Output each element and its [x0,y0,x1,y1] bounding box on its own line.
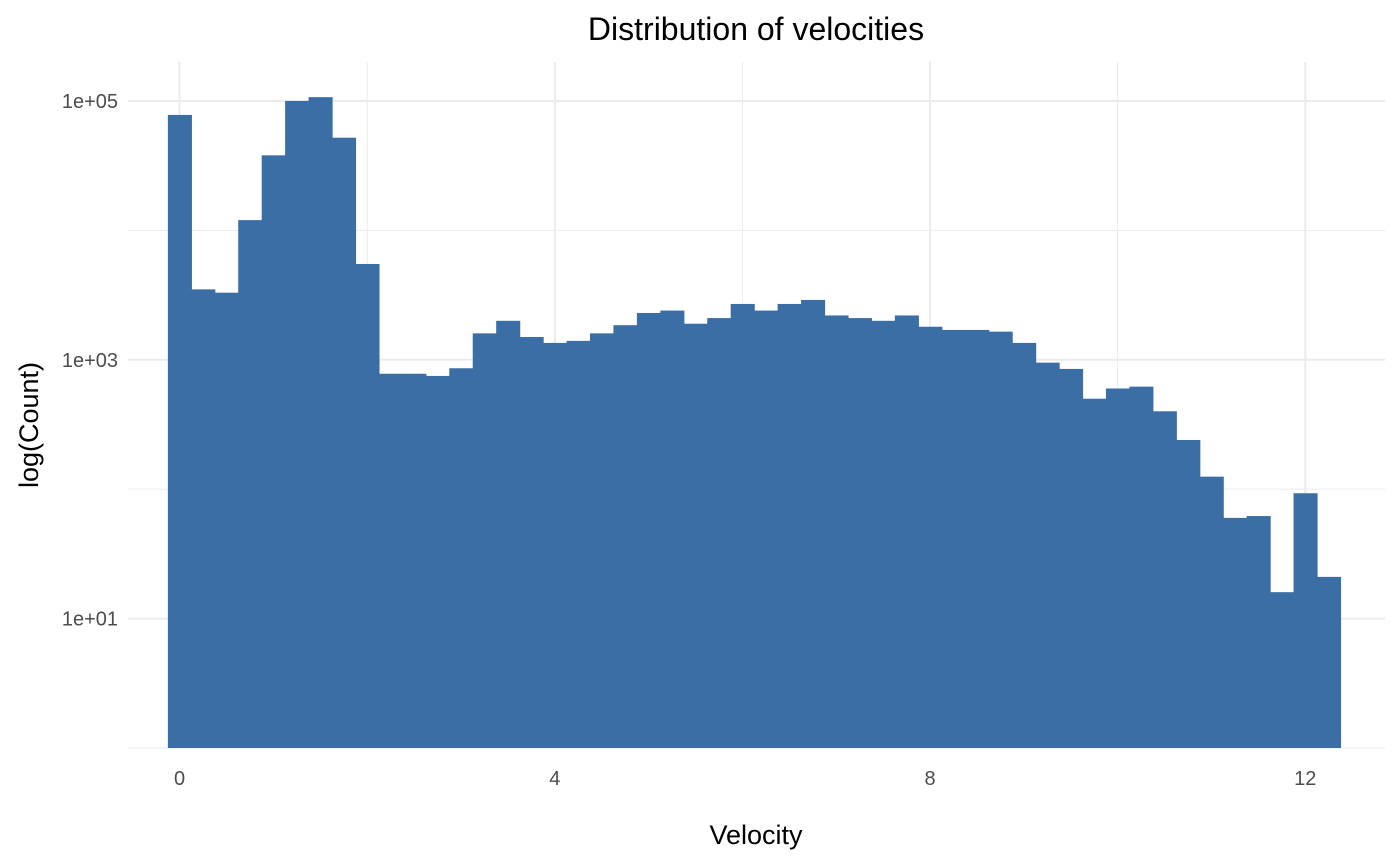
y-tick-label: 1e+05 [62,91,118,113]
histogram-bar [965,329,990,748]
x-tick-label: 0 [174,768,185,790]
histogram-bar [613,325,638,748]
histogram-bar [777,303,802,748]
histogram-bar [1059,368,1084,748]
chart-title: Distribution of velocities [588,11,924,47]
histogram-bar [1270,592,1295,748]
histogram-bar [988,331,1013,748]
x-tick-label: 12 [1294,768,1316,790]
histogram-bar [308,97,333,748]
histogram-bar [660,310,685,748]
x-tick-label: 8 [924,768,935,790]
histogram-bar [871,320,896,748]
histogram-bar [683,323,708,748]
histogram-bar [472,333,497,748]
histogram-bar [214,292,239,748]
histogram-bar [191,289,216,748]
histogram-bar [425,375,450,748]
histogram-bar [543,342,568,748]
histogram-bar [1293,493,1318,748]
histogram-bars [167,97,1342,749]
histogram-bar [847,318,873,748]
histogram-bar [496,320,521,748]
histogram-bar [566,340,591,748]
histogram-bar [449,368,474,748]
histogram-bar [402,373,427,748]
histogram-bar [1316,576,1342,748]
histogram-bar [285,100,310,748]
histogram-bar [730,303,755,748]
y-axis-title: log(Count) [14,362,44,488]
histogram-bar [894,315,919,748]
y-tick-label: 1e+03 [62,350,118,372]
histogram-bar [519,336,544,748]
histogram-bar [261,155,286,749]
histogram-bar [941,329,966,748]
histogram-bar [636,312,661,748]
histogram-bar [824,315,849,748]
histogram-bar [1199,476,1224,748]
histogram-bar [918,326,943,748]
histogram-bar [332,137,357,748]
histogram-bar [1246,516,1271,748]
histogram-bar [238,220,263,749]
histogram-bar [707,318,732,748]
histogram-bar [1129,386,1154,748]
histogram-bar [1152,411,1177,748]
histogram-bar [801,299,826,748]
y-tick-label: 1e+01 [62,609,118,631]
histogram-bar [355,263,380,748]
histogram-bar [1223,517,1248,748]
histogram-bar [1035,362,1060,748]
x-axis-title: Velocity [709,820,803,850]
histogram-bar [378,373,403,748]
histogram-bar [1012,342,1037,748]
x-tick-label: 4 [549,768,560,790]
histogram-bar [1105,388,1130,748]
histogram-bar [167,114,192,748]
histogram-bar [1176,439,1201,748]
axis-tick-labels: 0 4 8 12 1e+01 1e+03 1e+05 [62,91,1317,790]
histogram-bar [754,310,779,748]
histogram-bar [1082,398,1107,748]
histogram-bar [589,333,615,748]
